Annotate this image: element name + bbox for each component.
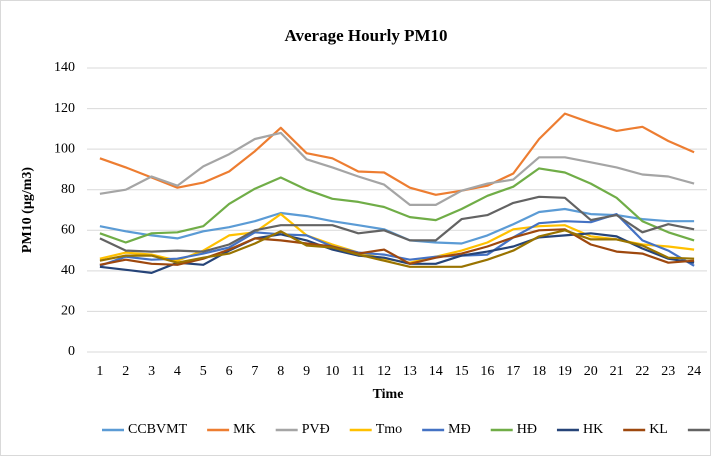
series-line: [99, 112, 695, 196]
y-tick-label: 140: [54, 60, 75, 75]
legend-label: CCBVMT: [128, 422, 188, 437]
series-line: [99, 229, 695, 268]
x-tick-label: 12: [377, 364, 391, 379]
x-tick-label: 2: [122, 364, 129, 379]
series-line: [99, 167, 695, 244]
x-tick-label: 5: [200, 364, 207, 379]
legend-label: KL: [649, 422, 668, 437]
y-tick-label: 80: [61, 182, 75, 197]
y-tick-label: 40: [61, 263, 75, 278]
x-tick-label: 6: [226, 364, 233, 379]
x-tick-label: 20: [584, 364, 598, 379]
x-tick-label: 1: [96, 364, 103, 379]
x-tick-label: 16: [480, 364, 494, 379]
x-tick-label: 24: [687, 364, 701, 379]
x-tick-label: 19: [558, 364, 572, 379]
y-tick-label: 0: [68, 344, 75, 359]
series-line: [99, 131, 695, 206]
x-tick-label: 18: [532, 364, 546, 379]
legend-label: MĐ: [448, 422, 471, 437]
y-tick-label: 20: [61, 304, 75, 319]
series-line: [99, 232, 695, 274]
x-tick-label: 22: [635, 364, 649, 379]
legend-label: Tmo: [376, 422, 402, 437]
legend-label: HK: [583, 422, 603, 437]
series-line: [99, 195, 695, 253]
x-tick-label: 23: [661, 364, 675, 379]
x-tick-label: 9: [303, 364, 310, 379]
x-tick-label: 8: [277, 364, 284, 379]
legend-label: HĐ: [517, 422, 537, 437]
legend-label: MK: [233, 422, 256, 437]
chart-title: Average Hourly PM10: [284, 26, 447, 45]
y-axis-label: PM10 (µg/m3): [20, 167, 35, 254]
x-tick-label: 21: [610, 364, 624, 379]
x-axis-label: Time: [373, 387, 404, 402]
x-tick-label: 4: [174, 364, 181, 379]
x-tick-label: 14: [429, 364, 443, 379]
x-tick-label: 17: [506, 364, 520, 379]
legend-label: PVĐ: [302, 422, 330, 437]
x-tick-label: 15: [455, 364, 469, 379]
x-tick-label: 10: [325, 364, 339, 379]
x-tick-label: 11: [352, 364, 365, 379]
y-tick-label: 100: [54, 141, 75, 156]
x-tick-label: 13: [403, 364, 417, 379]
series-line: [99, 228, 695, 266]
x-tick-label: 3: [148, 364, 155, 379]
y-tick-label: 60: [61, 223, 75, 238]
y-tick-label: 120: [54, 101, 75, 116]
x-tick-label: 7: [251, 364, 258, 379]
